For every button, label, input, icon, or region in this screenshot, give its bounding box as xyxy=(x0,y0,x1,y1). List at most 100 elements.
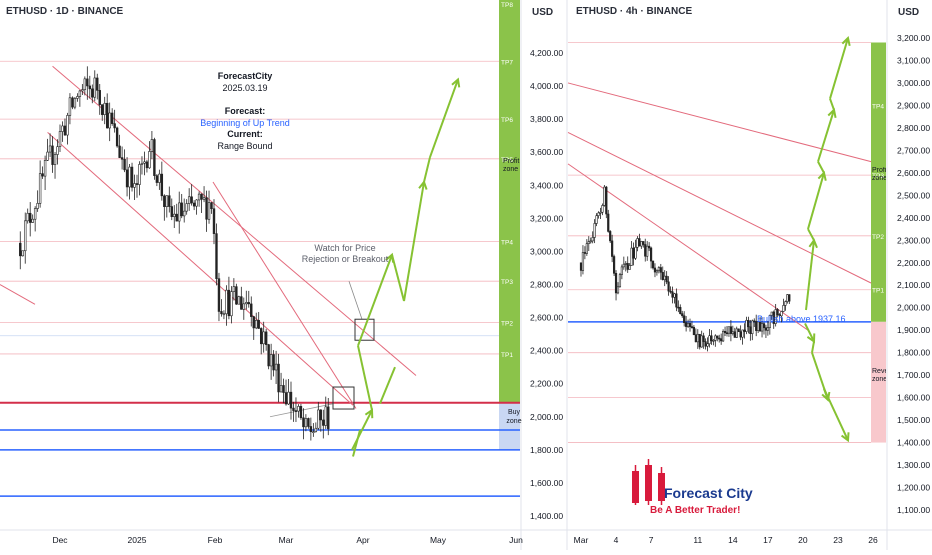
left-tp-label-tp3: TP3 xyxy=(501,279,513,286)
left-y-tick-label[interactable]: 2,600.00 xyxy=(530,313,563,323)
right-y-tick-label[interactable]: 1,700.00 xyxy=(897,370,930,380)
left-chart-title: ETHUSD · 1D · BINANCE xyxy=(6,6,124,17)
left-candle xyxy=(259,328,263,345)
left-arrow-segment xyxy=(352,429,361,457)
right-x-tick-label[interactable]: 7 xyxy=(649,535,654,545)
right-y-tick-label[interactable]: 2,100.00 xyxy=(897,280,930,290)
right-candle xyxy=(700,335,703,348)
right-arrow-up-segment xyxy=(829,98,835,111)
right-y-tick-label[interactable]: 2,900.00 xyxy=(897,100,930,110)
right-y-tick-label[interactable]: 2,200.00 xyxy=(897,258,930,268)
left-y-tick-label[interactable]: 3,600.00 xyxy=(530,147,563,157)
right-candle xyxy=(762,323,766,329)
right-candle xyxy=(718,337,721,340)
right-y-tick-label[interactable]: 3,200.00 xyxy=(897,33,930,43)
left-y-tick-label[interactable]: 1,800.00 xyxy=(530,445,563,455)
left-candle xyxy=(294,410,298,412)
left-y-tick-label[interactable]: 2,800.00 xyxy=(530,280,563,290)
left-candle xyxy=(28,212,32,223)
left-x-tick-label[interactable]: Jun xyxy=(509,535,523,545)
right-y-tick-label[interactable]: 1,400.00 xyxy=(897,438,930,448)
right-y-tick-label[interactable]: 2,500.00 xyxy=(897,190,930,200)
left-y-tick-label[interactable]: 3,800.00 xyxy=(530,114,563,124)
right-y-tick-label[interactable]: 3,000.00 xyxy=(897,78,930,88)
price-annotation: Watch for Price Rejection or Breakout xyxy=(290,243,400,264)
right-y-tick-label[interactable]: 1,900.00 xyxy=(897,325,930,335)
right-x-tick-label[interactable]: 23 xyxy=(833,535,843,545)
right-y-tick-label[interactable]: 1,300.00 xyxy=(897,460,930,470)
right-arrow-down-segment xyxy=(811,341,815,353)
left-candle xyxy=(71,97,74,108)
left-candle xyxy=(145,161,149,169)
left-candle xyxy=(287,391,290,405)
left-x-tick-label[interactable]: 2025 xyxy=(128,535,147,545)
left-y-tick-label[interactable]: 3,000.00 xyxy=(530,246,563,256)
left-trendline-2 xyxy=(47,131,354,406)
left-y-tick-label[interactable]: 2,200.00 xyxy=(530,379,563,389)
left-y-tick-label[interactable]: 2,400.00 xyxy=(530,346,563,356)
right-y-tick-label[interactable]: 3,100.00 xyxy=(897,55,930,65)
right-y-tick-label[interactable]: 1,200.00 xyxy=(897,483,930,493)
left-x-tick-label[interactable]: May xyxy=(430,535,447,545)
left-candle xyxy=(274,363,278,371)
left-currency-label[interactable]: USD xyxy=(532,7,554,18)
right-candle xyxy=(611,240,614,257)
right-currency-label[interactable]: USD xyxy=(898,7,920,18)
left-y-tick-label[interactable]: 4,000.00 xyxy=(530,81,563,91)
right-candle xyxy=(768,315,771,328)
right-y-tick-label[interactable]: 1,500.00 xyxy=(897,415,930,425)
left-y-tick-label[interactable]: 2,000.00 xyxy=(530,412,563,422)
left-profit-zone-label: Profit zone xyxy=(503,158,525,174)
right-candle xyxy=(605,186,608,215)
left-candle xyxy=(175,213,178,222)
left-candle xyxy=(158,173,161,183)
right-y-tick-label[interactable]: 2,600.00 xyxy=(897,168,930,178)
left-y-tick-label[interactable]: 1,400.00 xyxy=(530,511,563,521)
left-trendline-3 xyxy=(0,284,36,305)
right-y-tick-label[interactable]: 2,000.00 xyxy=(897,303,930,313)
left-y-tick-label[interactable]: 1,600.00 xyxy=(530,478,563,488)
left-x-tick-label[interactable]: Apr xyxy=(356,535,369,545)
right-candle xyxy=(667,281,670,292)
left-x-tick-label[interactable]: Mar xyxy=(279,535,294,545)
right-trendline-2 xyxy=(567,131,872,284)
right-candle xyxy=(620,266,623,275)
right-y-tick-label[interactable]: 2,800.00 xyxy=(897,123,930,133)
right-candle xyxy=(665,275,668,283)
left-candle xyxy=(88,85,92,90)
left-buy-zone-label: Buy zone xyxy=(504,408,524,426)
left-candle xyxy=(210,202,213,210)
left-candle xyxy=(327,406,330,430)
right-candle xyxy=(593,223,596,238)
left-y-tick-label[interactable]: 3,200.00 xyxy=(530,213,563,223)
right-x-tick-label[interactable]: 26 xyxy=(868,535,878,545)
right-x-tick-label[interactable]: 4 xyxy=(614,535,619,545)
left-candle xyxy=(138,164,141,185)
right-y-tick-label[interactable]: 1,600.00 xyxy=(897,393,930,403)
left-x-tick-label[interactable]: Dec xyxy=(52,535,68,545)
right-candle xyxy=(599,211,602,214)
right-candle xyxy=(688,323,692,327)
right-y-tick-label[interactable]: 1,100.00 xyxy=(897,505,930,515)
right-candle xyxy=(622,263,625,268)
right-y-tick-label[interactable]: 2,700.00 xyxy=(897,145,930,155)
left-candle xyxy=(108,112,111,129)
left-candle xyxy=(267,344,270,367)
right-x-tick-label[interactable]: 20 xyxy=(798,535,808,545)
left-buy-zone xyxy=(499,402,520,450)
right-candle xyxy=(727,326,731,334)
right-y-tick-label[interactable]: 1,800.00 xyxy=(897,348,930,358)
right-x-tick-label[interactable]: 14 xyxy=(728,535,738,545)
right-x-tick-label[interactable]: Mar xyxy=(574,535,589,545)
right-x-tick-label[interactable]: 11 xyxy=(693,535,702,545)
right-candle xyxy=(780,311,783,317)
right-y-tick-label[interactable]: 2,300.00 xyxy=(897,235,930,245)
left-y-tick-label[interactable]: 4,200.00 xyxy=(530,48,563,58)
right-y-tick-label[interactable]: 2,400.00 xyxy=(897,213,930,223)
left-arrow-segment xyxy=(423,156,431,183)
info-brand: ForecastCity xyxy=(217,71,273,81)
left-x-tick-label[interactable]: Feb xyxy=(208,535,223,545)
left-y-tick-label[interactable]: 3,400.00 xyxy=(530,180,563,190)
right-x-tick-label[interactable]: 17 xyxy=(763,535,773,545)
